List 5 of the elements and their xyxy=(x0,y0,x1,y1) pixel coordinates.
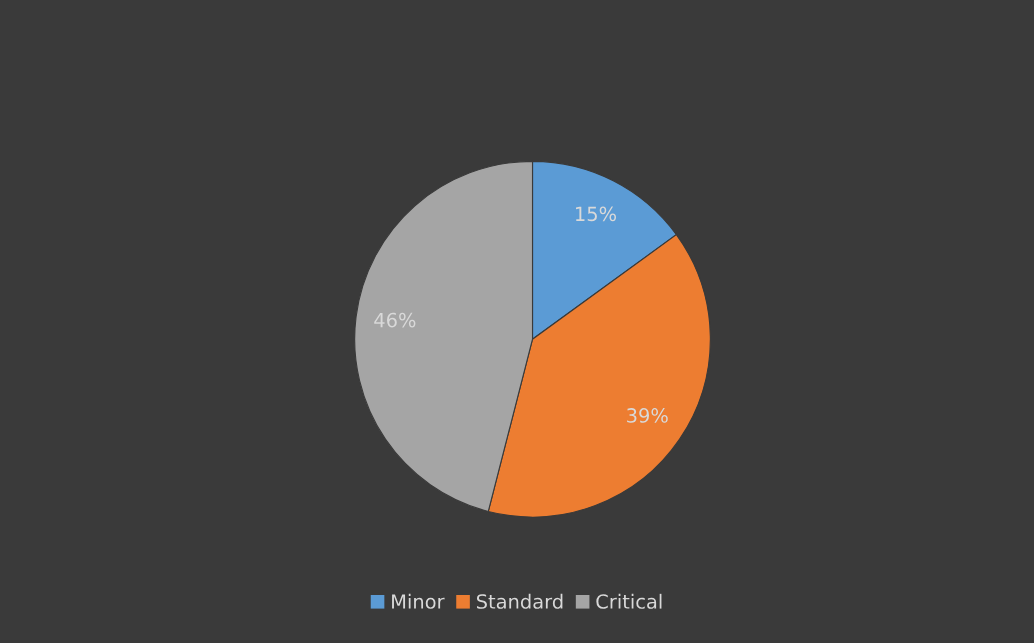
legend-label: Minor xyxy=(392,593,445,609)
data-label: 39% xyxy=(627,408,668,423)
data-label: 15% xyxy=(576,206,617,222)
legend-label: Standard xyxy=(476,593,563,609)
legend-label: Critical xyxy=(596,593,662,609)
